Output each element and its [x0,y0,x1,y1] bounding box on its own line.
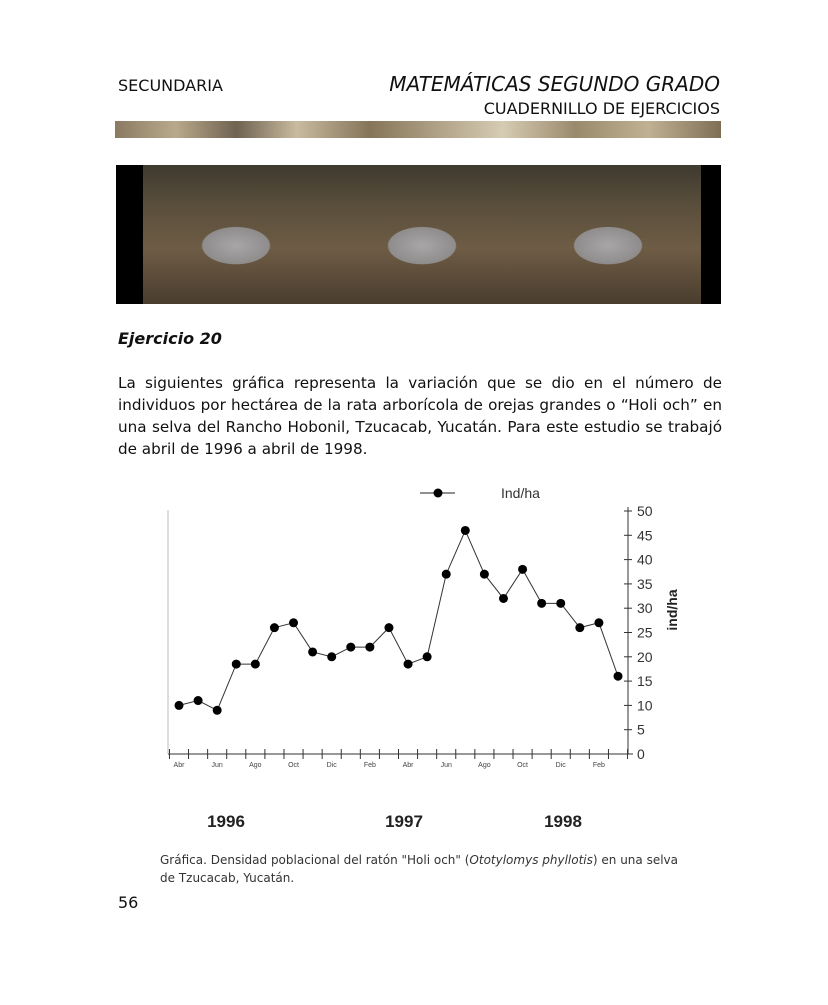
series-line [178,529,619,711]
year-label-1997: 1997 [385,812,423,831]
data-point [269,623,279,633]
y-tick-label: 30 [637,600,653,616]
x-tick-label: Feb [364,762,376,769]
data-point [384,623,394,633]
data-point [308,647,318,657]
y-tick-label: 45 [637,527,653,543]
exercise-title: Ejercicio 20 [118,329,222,348]
y-tick-label: 10 [637,697,653,713]
caption-text: Gráfica. Densidad poblacional del ratón … [160,853,470,867]
x-tick-label: Jun [441,762,452,769]
year-label-1998: 1998 [544,812,582,831]
data-point [212,705,222,715]
data-point [556,598,566,608]
x-tick-label: Abr [403,762,415,769]
data-point [327,652,337,662]
rat-photo [515,165,701,304]
data-point [575,623,585,633]
x-tick-label: Jun [212,762,223,769]
y-tick-label: 0 [637,746,645,762]
data-point [289,618,299,628]
x-tick-label: Dic [327,762,338,769]
caption-species: Ototylomys phyllotis [469,853,593,867]
data-point [537,598,547,608]
exercise-text: La siguientes gráfica representa la vari… [118,374,722,458]
data-point [193,696,203,706]
y-tick-label: 50 [637,503,653,519]
data-point [613,671,623,681]
data-point [498,593,508,603]
data-point [479,569,489,579]
data-point [346,642,356,652]
x-tick-label: Feb [593,762,605,769]
y-tick-label: 40 [637,552,653,568]
y-tick-label: 5 [637,722,645,738]
y-axis-label: ind/ha [664,589,680,630]
legend-marker [433,488,443,498]
data-point [174,700,184,710]
x-tick-label: Oct [517,762,528,769]
chart-caption: Gráfica. Densidad poblacional del ratón … [160,851,680,887]
data-point [422,652,432,662]
header-section-label: SECUNDARIA [118,76,223,95]
data-point [460,525,470,535]
x-tick-label: Dic [556,762,567,769]
y-tick-label: 25 [637,625,653,641]
x-tick-label: Ago [478,762,491,769]
header-title: MATEMÁTICAS SEGUNDO GRADO [389,72,720,96]
rat-photo [143,165,329,304]
y-tick-label: 20 [637,649,653,665]
rat-photo [329,165,515,304]
header-subtitle: CUADERNILLO DE EJERCICIOS [483,99,720,118]
data-point [441,569,451,579]
x-tick-label: Oct [288,762,299,769]
rat-photo-strip [116,165,721,304]
data-point [518,564,528,574]
data-point [403,659,413,669]
chart-legend: Ind/ha [420,485,540,501]
data-point [365,642,375,652]
data-point [231,659,241,669]
y-tick-label: 15 [637,673,653,689]
header-banner-image [115,121,721,138]
data-point [594,618,604,628]
data-point [250,659,260,669]
x-tick-label: Abr [174,762,186,769]
page-number: 56 [118,893,139,912]
year-label-1996: 1996 [207,812,245,831]
caption-text-end: ) en una selva de Tzucacab, Yucatán. [160,853,678,885]
legend-label: Ind/ha [501,485,540,501]
y-tick-label: 35 [637,576,653,592]
x-tick-label: Ago [249,762,262,769]
